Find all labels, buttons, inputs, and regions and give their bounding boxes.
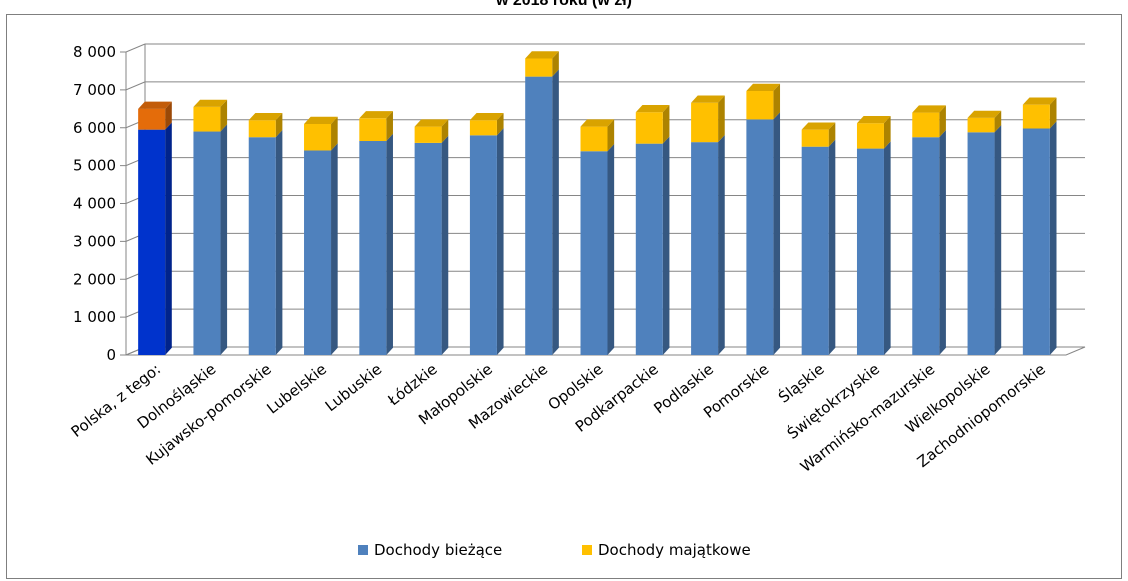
bar-majatkowe <box>1022 97 1057 129</box>
x-tick-label: Świętokrzyskie <box>783 359 883 443</box>
x-tick-label: Lubelskie <box>263 360 330 418</box>
gridline-side <box>125 81 146 91</box>
bar-majatkowe <box>525 51 559 77</box>
bar-biezace <box>525 69 559 356</box>
gridline-side <box>125 43 146 53</box>
bar-biezace <box>248 130 283 355</box>
y-tick-label: 6 000 <box>73 119 116 137</box>
y-tick-label: 7 000 <box>73 81 116 99</box>
bar-majatkowe <box>967 110 1002 133</box>
x-tick-label: Polska, z tego: <box>68 360 164 441</box>
bar-majatkowe <box>856 116 891 149</box>
legend-label-dochody-majatkowe: Dochody majątkowe <box>598 541 751 559</box>
bar-majatkowe <box>138 101 172 130</box>
y-tick-label: 8 000 <box>73 43 116 61</box>
bar-biezace <box>856 141 891 355</box>
bar-majatkowe <box>193 99 228 132</box>
bar-biezace <box>1022 121 1057 356</box>
bar-biezace <box>691 134 725 355</box>
bar-majatkowe <box>359 111 393 142</box>
bar-biezace <box>912 130 946 355</box>
bar-majatkowe <box>580 119 615 152</box>
bars <box>138 51 1057 356</box>
bar-majatkowe <box>912 105 946 138</box>
bar-majatkowe <box>304 116 338 151</box>
legend: Dochody bieżące Dochody majątkowe <box>358 541 751 559</box>
bar-majatkowe <box>414 119 449 143</box>
legend-swatch-dochody-biezace <box>358 545 368 555</box>
legend-label-dochody-biezace: Dochody bieżące <box>374 541 502 559</box>
bar-biezace <box>967 125 1002 355</box>
bar-biezace <box>746 112 781 355</box>
bar-majatkowe <box>635 105 670 144</box>
chart-frame <box>6 14 1122 579</box>
bar-biezace <box>414 135 449 355</box>
x-tick-label: Lubuskie <box>322 360 386 415</box>
chart-title: w 2018 roku (w zł) <box>495 0 633 9</box>
bar-biezace <box>304 143 338 355</box>
y-tick-label: 1 000 <box>73 308 116 326</box>
bar-majatkowe <box>248 112 283 138</box>
bar-biezace <box>469 128 504 355</box>
bar-biezace <box>359 133 393 355</box>
y-tick-label: 5 000 <box>73 157 116 175</box>
bar-biezace <box>635 136 670 355</box>
bar-majatkowe <box>801 122 836 147</box>
bar-majatkowe <box>746 83 781 120</box>
bar-biezace <box>801 139 836 355</box>
bar-biezace <box>138 122 172 355</box>
bar-majatkowe <box>469 112 504 136</box>
y-tick-label: 0 <box>106 346 116 364</box>
y-tick-label: 2 000 <box>73 270 116 288</box>
bar-majatkowe <box>691 95 725 143</box>
bar-biezace <box>193 124 228 356</box>
y-tick-label: 3 000 <box>73 232 116 250</box>
bar-biezace <box>580 144 615 355</box>
y-tick-label: 4 000 <box>73 195 116 213</box>
legend-swatch-dochody-majatkowe <box>582 545 592 555</box>
